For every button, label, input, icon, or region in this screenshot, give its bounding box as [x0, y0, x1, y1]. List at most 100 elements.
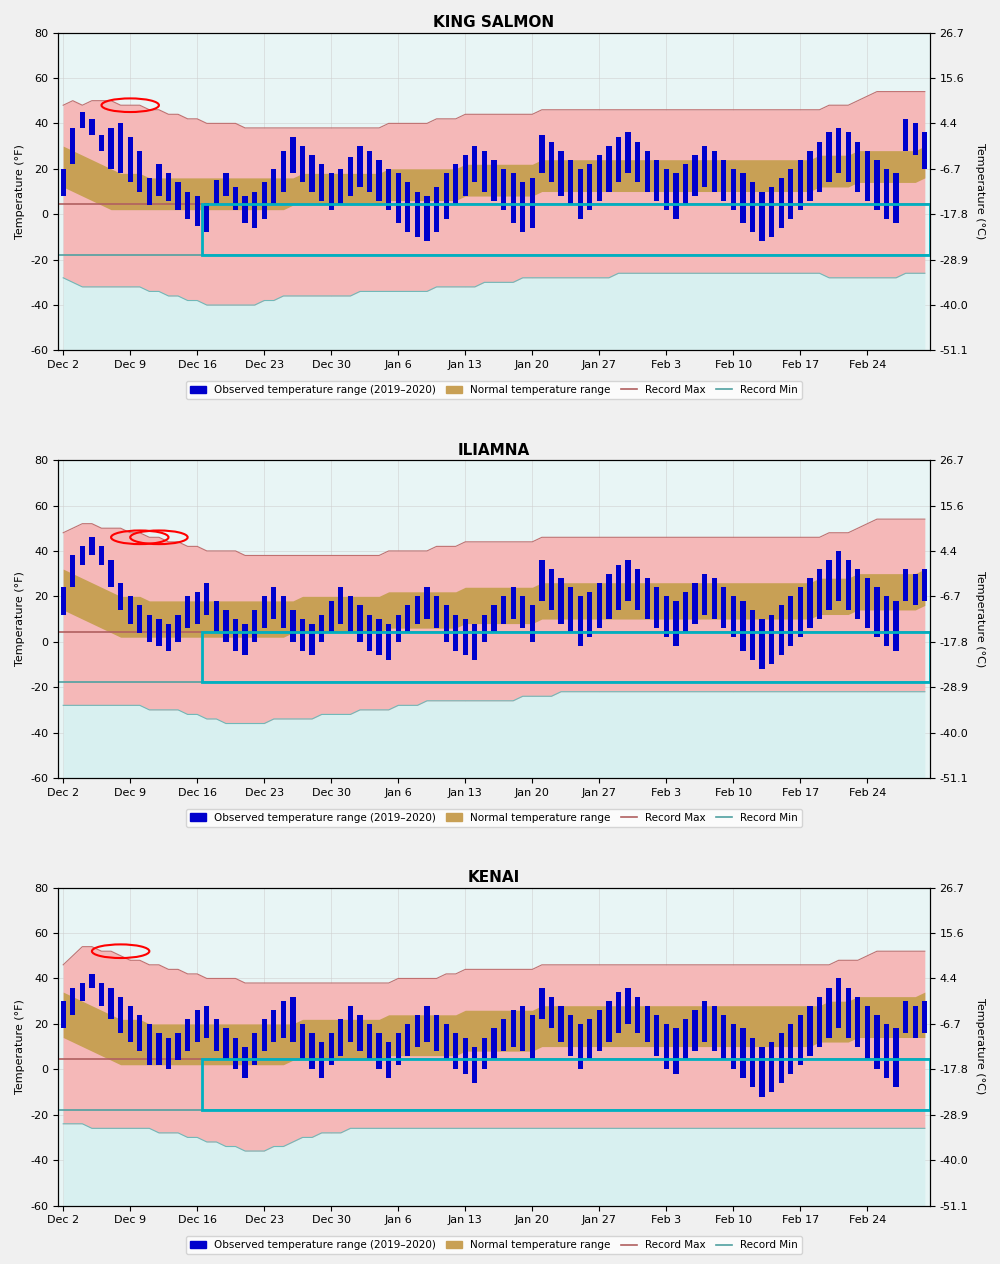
Bar	[319, 164, 324, 201]
Bar	[300, 147, 305, 182]
Bar	[80, 112, 85, 128]
Legend: Observed temperature range (2019–2020), Normal temperature range, Record Max, Re: Observed temperature range (2019–2020), …	[186, 380, 802, 399]
Bar	[884, 597, 889, 646]
Bar	[386, 1042, 391, 1078]
Bar	[214, 1019, 219, 1052]
Bar	[434, 597, 439, 628]
Bar	[252, 611, 257, 642]
Bar	[826, 560, 832, 611]
Bar	[817, 996, 822, 1047]
Bar	[108, 560, 114, 588]
Bar	[750, 1038, 755, 1087]
Bar	[539, 560, 545, 600]
Bar	[89, 537, 95, 555]
Bar	[530, 178, 535, 228]
Bar	[233, 619, 238, 651]
Bar	[386, 623, 391, 660]
Bar	[740, 1029, 746, 1078]
Bar	[290, 611, 296, 642]
Bar	[214, 181, 219, 205]
Bar	[290, 996, 296, 1042]
Bar	[290, 137, 296, 173]
Bar	[424, 1006, 430, 1042]
Bar	[482, 150, 487, 192]
Bar	[558, 1006, 564, 1042]
Bar	[635, 142, 640, 182]
Bar	[903, 1001, 908, 1033]
Bar	[807, 150, 813, 201]
Bar	[175, 614, 181, 642]
Bar	[338, 1019, 343, 1055]
Y-axis label: Temperature (°C): Temperature (°C)	[975, 143, 985, 240]
Bar	[702, 574, 707, 614]
Bar	[309, 623, 315, 655]
Bar	[539, 987, 545, 1019]
Bar	[156, 619, 162, 646]
Bar	[482, 1038, 487, 1069]
Bar	[357, 147, 363, 187]
Bar	[281, 1001, 286, 1038]
Bar	[568, 588, 573, 633]
Bar	[913, 1006, 918, 1038]
Bar	[731, 169, 736, 210]
Bar	[491, 159, 497, 201]
Bar	[453, 164, 458, 205]
Bar	[798, 159, 803, 210]
Bar	[692, 155, 698, 196]
Bar	[348, 158, 353, 196]
Bar	[549, 996, 554, 1029]
Bar	[204, 1006, 209, 1038]
Bar	[616, 992, 621, 1033]
Bar	[386, 169, 391, 210]
Bar	[99, 983, 104, 1006]
Bar	[281, 597, 286, 628]
Bar	[520, 1006, 525, 1052]
Bar	[329, 173, 334, 210]
Bar	[223, 611, 229, 642]
Bar	[549, 142, 554, 182]
Bar	[616, 565, 621, 611]
Bar	[70, 128, 75, 164]
Bar	[195, 592, 200, 623]
Bar	[453, 614, 458, 651]
Bar	[798, 1015, 803, 1064]
Bar	[202, 205, 930, 254]
Bar	[846, 133, 851, 182]
Bar	[731, 1024, 736, 1069]
Bar	[587, 164, 592, 210]
Bar	[99, 546, 104, 565]
Bar	[463, 619, 468, 655]
Bar	[405, 182, 410, 233]
Bar	[539, 135, 545, 173]
Bar	[137, 605, 142, 633]
Bar	[434, 1015, 439, 1052]
Y-axis label: Temperature (°C): Temperature (°C)	[975, 999, 985, 1095]
Bar	[874, 159, 880, 210]
Bar	[511, 173, 516, 224]
Bar	[309, 1033, 315, 1069]
Bar	[855, 996, 860, 1047]
Bar	[329, 1033, 334, 1064]
Bar	[329, 600, 334, 633]
Bar	[702, 147, 707, 187]
Bar	[80, 983, 85, 1001]
Bar	[262, 182, 267, 219]
Bar	[922, 133, 927, 169]
Bar	[166, 1038, 171, 1069]
Y-axis label: Temperature (°C): Temperature (°C)	[975, 571, 985, 667]
Bar	[444, 1024, 449, 1060]
Bar	[204, 202, 209, 233]
Y-axis label: Temperature (°F): Temperature (°F)	[15, 999, 25, 1095]
Bar	[195, 196, 200, 225]
Bar	[558, 578, 564, 623]
Bar	[156, 164, 162, 196]
Bar	[788, 169, 793, 219]
Bar	[338, 169, 343, 205]
Bar	[99, 135, 104, 150]
Bar	[319, 614, 324, 642]
Bar	[396, 614, 401, 642]
Bar	[202, 1059, 930, 1110]
Bar	[472, 623, 477, 660]
Bar	[654, 1015, 659, 1055]
Bar	[89, 975, 95, 987]
